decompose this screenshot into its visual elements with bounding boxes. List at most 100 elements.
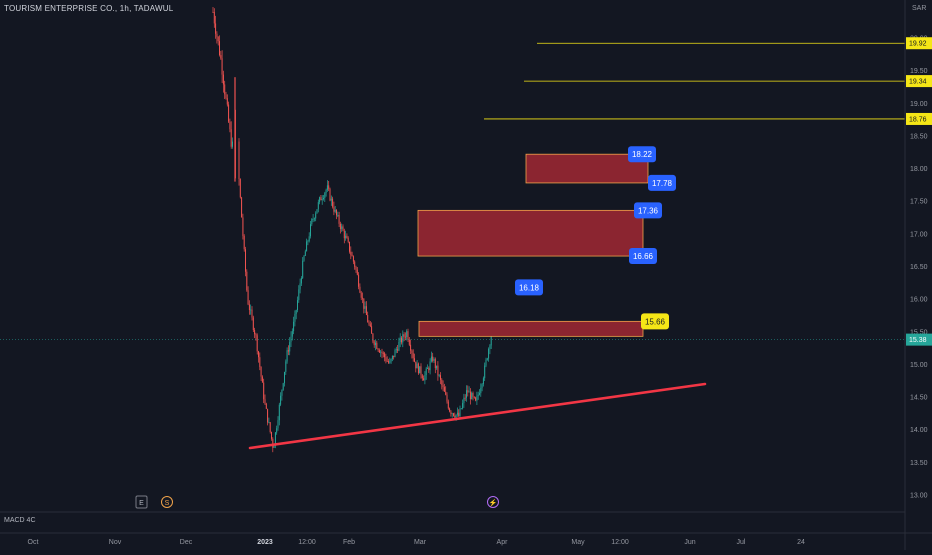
candle-body [429, 361, 431, 371]
candle-body [434, 359, 436, 369]
candle-body [246, 271, 248, 291]
candle-body [341, 226, 343, 229]
candle-body [386, 361, 388, 362]
price-tick-label: 17.50 [910, 199, 928, 206]
candle-body [241, 197, 243, 218]
candle-body [339, 223, 341, 229]
candle-body [345, 235, 347, 239]
candle-body [239, 179, 241, 198]
zone-top-price-label: 15.66 [645, 317, 666, 326]
candle-body [354, 261, 356, 267]
candle-body [373, 341, 375, 346]
supply-zone [417, 209, 644, 257]
candle-body [467, 390, 469, 393]
candle-body [489, 345, 491, 349]
event-markers: E S ⚡ [135, 495, 499, 509]
candle-body [217, 36, 219, 42]
candle-body [359, 286, 361, 293]
candle-body [259, 357, 261, 367]
candles-group [212, 7, 493, 453]
candle-body [428, 368, 430, 371]
time-tick-label: Mar [414, 539, 427, 546]
split-marker-label: ⚡ [489, 498, 498, 507]
candle-body [490, 335, 492, 346]
candle-body [278, 404, 280, 421]
candle-body [476, 396, 478, 401]
candle-body [215, 23, 217, 34]
time-tick-label: 2023 [257, 539, 273, 546]
time-tick-label: Apr [497, 539, 509, 546]
candle-body [441, 379, 443, 385]
candle-body [226, 98, 228, 105]
price-axis[interactable]: 20.0019.5019.0018.5018.0017.5017.0016.50… [904, 0, 932, 550]
candle-body [317, 202, 319, 210]
candle-body [404, 336, 406, 338]
candle-body [219, 41, 220, 56]
candle-body [408, 339, 410, 345]
time-axis[interactable]: Oct Nov Dec 2023 12:00 Feb Mar Apr May 12:00 Jun Ju… [0, 511, 932, 546]
candle-body [468, 391, 470, 393]
candle-body [229, 121, 231, 130]
candle-body [398, 341, 400, 351]
candle-body [216, 33, 218, 37]
floating-price-label-bg [515, 279, 543, 296]
time-tick-label: Nov [109, 539, 122, 546]
candle-body [289, 342, 291, 352]
floating-price-label: 16.18 [519, 283, 540, 292]
candle-body [306, 241, 308, 252]
candle-body [365, 306, 367, 315]
candle-body [480, 387, 482, 394]
indicator-label[interactable]: MACD 4C [4, 517, 36, 524]
price-tick-label: 19.00 [910, 101, 928, 108]
candle-body [442, 384, 444, 388]
candle-body [225, 94, 227, 99]
candle-body [338, 214, 340, 224]
candle-body [454, 415, 456, 418]
candle-body [256, 335, 258, 352]
candle-body [375, 342, 376, 346]
candle-body [455, 414, 457, 418]
candle-body [351, 254, 353, 257]
price-tick-label: 15.50 [910, 329, 928, 336]
candle-body [486, 358, 488, 360]
drawings-group: 18.22 17.78 17.36 16.66 15.66 16.18 [0, 42, 905, 450]
candle-body [419, 366, 421, 374]
candle-body [364, 306, 366, 309]
candle-body [274, 432, 276, 446]
candle-body [245, 249, 246, 272]
level-price-label: 18.76 [909, 116, 927, 123]
level-price-tag [906, 75, 932, 88]
candle-body [391, 355, 393, 359]
zone-bottom-price-label: 16.66 [633, 252, 654, 261]
candle-body [402, 334, 404, 343]
candle-body [343, 230, 345, 239]
candle-body [367, 314, 369, 323]
candle-body [388, 361, 389, 363]
price-tick-label: 18.50 [910, 133, 928, 140]
candle-body [328, 185, 330, 189]
level-price-label: 19.34 [909, 79, 927, 86]
candle-body [252, 317, 254, 331]
candle-body [267, 408, 269, 423]
candle-body [302, 260, 304, 279]
candle-body [334, 209, 336, 212]
candle-body [363, 298, 365, 309]
candle-body [414, 358, 415, 362]
candle-body [323, 198, 324, 200]
symbol-title[interactable]: TOURISM ENTERPRISE CO., 1h, TADAWUL [4, 4, 174, 13]
candle-body [407, 331, 409, 340]
candle-body [286, 350, 288, 362]
candle-body [369, 324, 371, 327]
time-tick-label: May [571, 539, 585, 546]
candle-body [390, 358, 392, 362]
candle-body [403, 334, 405, 337]
candle-body [485, 359, 487, 366]
time-tick-label: 12:00 [611, 539, 629, 546]
candle-body [304, 251, 306, 256]
last-price-label: 15.38 [909, 337, 927, 344]
price-tick-label: 14.50 [910, 395, 928, 402]
candle-body [230, 129, 232, 147]
